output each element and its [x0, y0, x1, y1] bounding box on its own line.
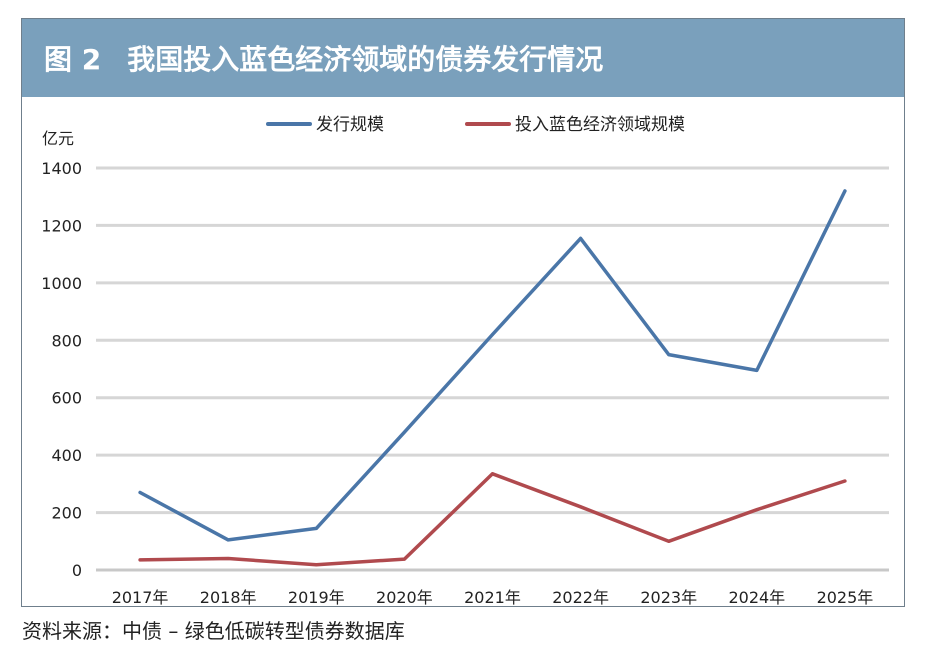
- data-point: [667, 353, 671, 357]
- series-line-blue-economy: [138, 472, 847, 567]
- y-tick-label: 200: [51, 504, 82, 523]
- y-tick-label: 0: [72, 561, 82, 580]
- x-tick-label: 2024年: [728, 588, 785, 606]
- legend-label: 投入蓝色经济领域规模: [515, 115, 685, 135]
- y-tick-label: 1400: [41, 159, 82, 178]
- figure-title: 我国投入蓝色经济领域的债券发行情况: [127, 43, 604, 76]
- data-point: [667, 539, 671, 543]
- x-tick-label: 2021年: [464, 588, 521, 606]
- legend-label: 发行规模: [316, 115, 384, 135]
- figure-title-bar: 图 2 我国投入蓝色经济领域的债券发行情况: [22, 19, 904, 97]
- y-tick-label: 400: [51, 446, 82, 465]
- x-tick-label: 2023年: [640, 588, 697, 606]
- chart-frame: 图 2 我国投入蓝色经济领域的债券发行情况 亿元 0 200 400 600 800 100…: [21, 18, 905, 607]
- data-point: [755, 368, 759, 372]
- y-tick-label: 800: [51, 331, 82, 350]
- data-point: [314, 563, 318, 567]
- line-chart: 亿元 0 200 400 600 800 1000 1200 1400 2017年 2018年 201…: [41, 115, 889, 606]
- data-point: [843, 189, 847, 193]
- x-tick-label: 2022年: [552, 588, 609, 606]
- y-tick-label: 1200: [41, 216, 82, 235]
- data-point: [579, 505, 583, 509]
- data-point: [138, 558, 142, 562]
- y-tick-label: 1000: [41, 274, 82, 293]
- data-point: [226, 538, 230, 542]
- x-tick-label: 2017年: [112, 588, 169, 606]
- x-tick-label: 2025年: [817, 588, 874, 606]
- y-tick-label: 600: [51, 389, 82, 408]
- x-tick-label: 2020年: [376, 588, 433, 606]
- data-point: [402, 557, 406, 561]
- x-tick-label: 2019年: [288, 588, 345, 606]
- data-point: [755, 508, 759, 512]
- figure-number: 图 2: [44, 43, 102, 76]
- data-point: [491, 472, 494, 476]
- data-point: [491, 333, 494, 337]
- data-point: [579, 236, 583, 240]
- data-point: [402, 430, 406, 434]
- source-note: 资料来源：中债 – 绿色低碳转型债券数据库: [22, 619, 405, 643]
- series-line-issuance: [138, 189, 847, 542]
- data-point: [314, 526, 318, 530]
- data-point: [843, 479, 847, 483]
- data-point: [138, 490, 142, 494]
- data-point: [226, 557, 230, 561]
- x-tick-label: 2018年: [200, 588, 257, 606]
- y-axis-unit-label: 亿元: [42, 129, 74, 148]
